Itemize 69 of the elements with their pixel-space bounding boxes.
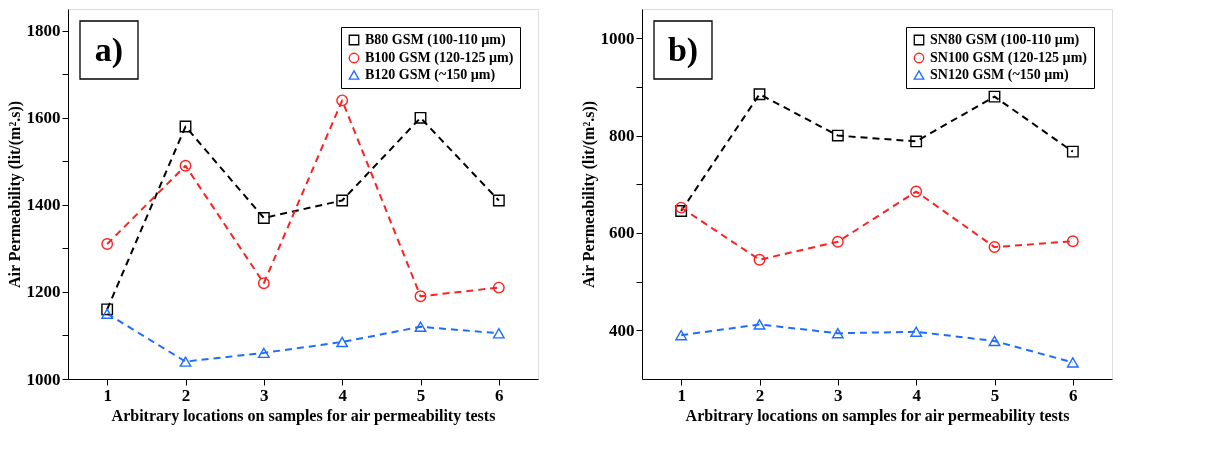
point xyxy=(910,135,923,148)
y-axis-title: Air Permeability (lit/(m².s)) xyxy=(579,100,598,289)
point xyxy=(753,253,766,266)
x-tick-label: 6 xyxy=(495,385,504,405)
x-tick-label: 6 xyxy=(1069,385,1078,405)
point xyxy=(179,356,192,367)
point xyxy=(831,129,844,142)
x-tick-label: 3 xyxy=(834,385,843,405)
x-tick-label: 2 xyxy=(755,385,765,405)
y-tick-label: 400 xyxy=(609,320,635,340)
annotation: a) xyxy=(94,31,124,69)
x-tick-label: 5 xyxy=(416,385,426,405)
legend-label: B100 GSM (120-125 µm) xyxy=(365,50,514,66)
point xyxy=(179,159,192,172)
legend-label: B120 GSM (~150 µm) xyxy=(365,67,496,83)
point xyxy=(414,111,427,124)
y-tick-label: 1800 xyxy=(26,21,61,41)
point xyxy=(831,235,844,248)
legend-label: B80 GSM (100-110 µm) xyxy=(365,32,507,48)
point xyxy=(492,194,505,207)
point xyxy=(1066,145,1079,158)
point xyxy=(910,326,923,338)
y-tick-label: 1000 xyxy=(600,28,635,48)
point xyxy=(414,321,427,333)
point xyxy=(492,328,505,339)
point xyxy=(988,90,1001,103)
x-tick-label: 1 xyxy=(677,385,686,405)
point xyxy=(1066,357,1079,368)
x-tick-label: 2 xyxy=(181,385,191,405)
y-axis-title: Air Permeability (lit/(m².s)) xyxy=(5,100,24,289)
y-tick-label: 600 xyxy=(609,223,635,243)
x-axis-title: Arbitrary locations on samples for air permeability tests xyxy=(111,406,496,425)
x-tick-label: 4 xyxy=(338,385,348,405)
point xyxy=(336,94,349,107)
point xyxy=(675,201,688,214)
point xyxy=(831,328,844,339)
point xyxy=(988,241,1001,253)
y-tick-label: 1000 xyxy=(26,369,61,389)
point xyxy=(675,205,688,217)
x-tick-label: 4 xyxy=(912,385,922,405)
point xyxy=(753,88,766,101)
point xyxy=(101,308,114,319)
x-axis-title: Arbitrary locations on samples for air permeability tests xyxy=(685,406,1070,425)
point xyxy=(257,347,270,359)
point xyxy=(101,238,114,250)
point xyxy=(753,319,766,330)
point xyxy=(988,335,1001,347)
point xyxy=(910,185,923,198)
y-tick-label: 1400 xyxy=(26,195,61,215)
x-tick-label: 5 xyxy=(990,385,1000,405)
point xyxy=(179,120,192,133)
y-tick-label: 1600 xyxy=(26,108,61,128)
point xyxy=(336,336,349,348)
point xyxy=(492,281,505,294)
legend-label: SN100 GSM (120-125 µm) xyxy=(930,50,1088,66)
point xyxy=(675,329,688,341)
point xyxy=(257,212,270,224)
y-tick-label: 1200 xyxy=(26,282,61,302)
point xyxy=(414,290,427,303)
point xyxy=(101,303,114,316)
x-tick-label: 1 xyxy=(103,385,112,405)
point xyxy=(257,277,270,290)
annotation: b) xyxy=(667,31,699,69)
y-tick-label: 800 xyxy=(609,126,635,146)
legend-label: SN80 GSM (100-110 µm) xyxy=(930,32,1080,48)
legend-label: SN120 GSM (~150 µm) xyxy=(930,67,1069,83)
point xyxy=(1066,235,1079,248)
point xyxy=(336,194,349,207)
x-tick-label: 3 xyxy=(260,385,269,405)
